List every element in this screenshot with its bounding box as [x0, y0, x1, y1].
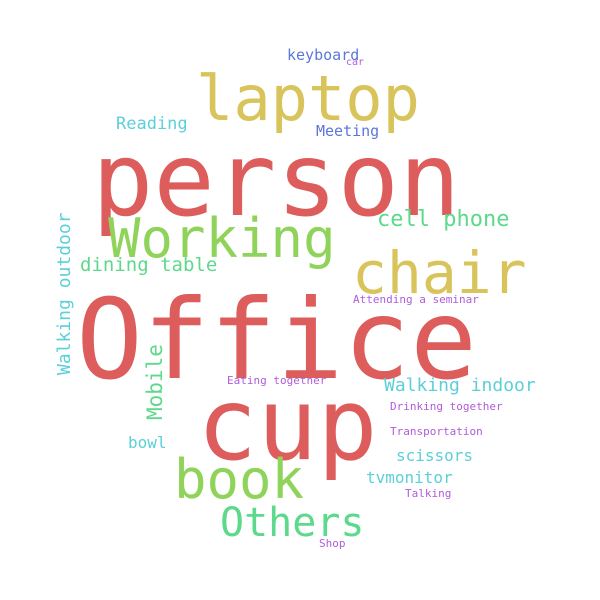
word-mobile: Mobile: [143, 344, 167, 420]
word-walking-outdoor: Walking outdoor: [54, 212, 75, 375]
word-eating-together: Eating together: [227, 374, 327, 387]
word-cup: cup: [197, 366, 378, 483]
word-dining-table: dining table: [80, 254, 218, 276]
word-talking: Talking: [405, 487, 452, 500]
word-keyboard: keyboard: [287, 46, 360, 64]
word-office: Office: [76, 276, 477, 405]
word-tvmonitor: tvmonitor: [366, 468, 453, 487]
word-shop: Shop: [319, 537, 346, 550]
word-cell-phone: cell phone: [377, 207, 510, 232]
word-transportation: Transportation: [390, 425, 483, 438]
word-chair: chair: [352, 239, 527, 307]
word-meeting: Meeting: [316, 122, 380, 140]
word-laptop: laptop: [196, 62, 420, 135]
word-person: person: [92, 121, 461, 240]
word-drinking-together: Drinking together: [390, 400, 503, 413]
word-others: Others: [220, 500, 365, 546]
word-reading: Reading: [116, 114, 188, 134]
word-attending-seminar: Attending a seminar: [353, 293, 479, 306]
word-walking-indoor: Walking indoor: [384, 375, 536, 396]
word-working: Working: [108, 207, 336, 270]
word-scissors: scissors: [396, 446, 474, 465]
word-bowl: bowl: [128, 433, 167, 452]
word-car: car: [346, 57, 365, 68]
word-book: book: [174, 448, 305, 511]
